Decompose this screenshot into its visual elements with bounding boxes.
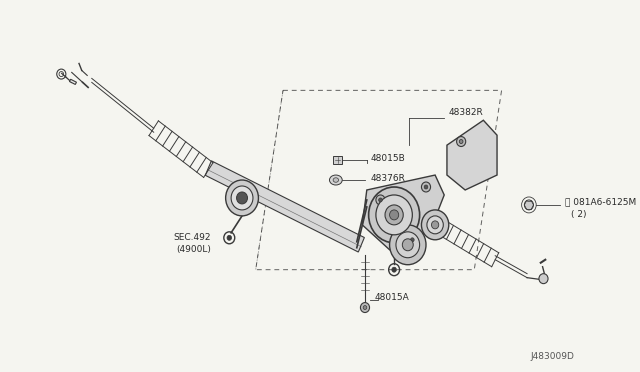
Circle shape bbox=[524, 200, 534, 210]
Text: ( 2): ( 2) bbox=[571, 211, 586, 219]
Polygon shape bbox=[447, 120, 497, 190]
Circle shape bbox=[376, 195, 412, 235]
Circle shape bbox=[396, 232, 420, 258]
Text: SEC.492: SEC.492 bbox=[173, 233, 211, 242]
Circle shape bbox=[392, 267, 396, 272]
Circle shape bbox=[390, 210, 399, 220]
Polygon shape bbox=[70, 79, 76, 84]
Polygon shape bbox=[362, 175, 444, 250]
Text: 48376R: 48376R bbox=[371, 173, 405, 183]
Ellipse shape bbox=[330, 175, 342, 185]
Circle shape bbox=[390, 225, 426, 265]
Circle shape bbox=[427, 216, 444, 234]
Text: 48382R: 48382R bbox=[449, 108, 483, 117]
Circle shape bbox=[403, 239, 413, 251]
Circle shape bbox=[227, 235, 232, 240]
Circle shape bbox=[422, 210, 449, 240]
Ellipse shape bbox=[333, 178, 339, 182]
Circle shape bbox=[539, 274, 548, 283]
Circle shape bbox=[385, 205, 403, 225]
Circle shape bbox=[376, 195, 385, 205]
Text: (4900L): (4900L) bbox=[177, 245, 211, 254]
Circle shape bbox=[422, 182, 431, 192]
Circle shape bbox=[360, 302, 369, 312]
Circle shape bbox=[231, 186, 253, 210]
Circle shape bbox=[410, 238, 414, 242]
Circle shape bbox=[424, 185, 428, 189]
Circle shape bbox=[456, 137, 466, 147]
Polygon shape bbox=[205, 161, 364, 252]
Text: 48015A: 48015A bbox=[374, 293, 409, 302]
Circle shape bbox=[431, 221, 439, 229]
Text: J483009D: J483009D bbox=[531, 352, 575, 361]
Circle shape bbox=[379, 198, 382, 202]
Text: 48015B: 48015B bbox=[371, 154, 405, 163]
Circle shape bbox=[237, 192, 248, 204]
Circle shape bbox=[369, 187, 420, 243]
Circle shape bbox=[363, 305, 367, 310]
Bar bbox=[333, 156, 342, 164]
Circle shape bbox=[460, 140, 463, 144]
Circle shape bbox=[226, 180, 259, 216]
Text: Ⓑ 081A6-6125M: Ⓑ 081A6-6125M bbox=[565, 198, 637, 206]
Circle shape bbox=[408, 235, 417, 245]
